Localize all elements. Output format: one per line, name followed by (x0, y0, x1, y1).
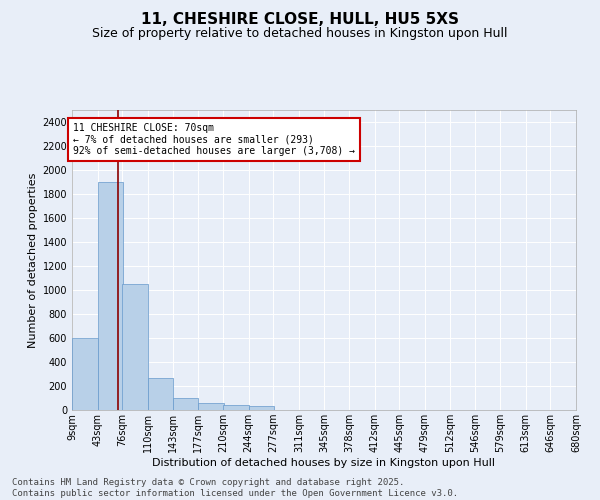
Text: Contains HM Land Registry data © Crown copyright and database right 2025.
Contai: Contains HM Land Registry data © Crown c… (12, 478, 458, 498)
Text: 11, CHESHIRE CLOSE, HULL, HU5 5XS: 11, CHESHIRE CLOSE, HULL, HU5 5XS (141, 12, 459, 28)
Bar (122, 284, 148, 410)
Bar (198, 404, 224, 410)
Bar (223, 405, 248, 410)
Bar (148, 378, 173, 410)
Bar (173, 398, 198, 410)
X-axis label: Distribution of detached houses by size in Kingston upon Hull: Distribution of detached houses by size … (152, 458, 496, 468)
Text: 11 CHESHIRE CLOSE: 70sqm
← 7% of detached houses are smaller (293)
92% of semi-d: 11 CHESHIRE CLOSE: 70sqm ← 7% of detache… (73, 123, 355, 156)
Y-axis label: Number of detached properties: Number of detached properties (28, 172, 38, 348)
Bar (98, 182, 123, 410)
Bar (72, 338, 98, 410)
Text: Size of property relative to detached houses in Kingston upon Hull: Size of property relative to detached ho… (92, 28, 508, 40)
Bar (248, 406, 274, 410)
